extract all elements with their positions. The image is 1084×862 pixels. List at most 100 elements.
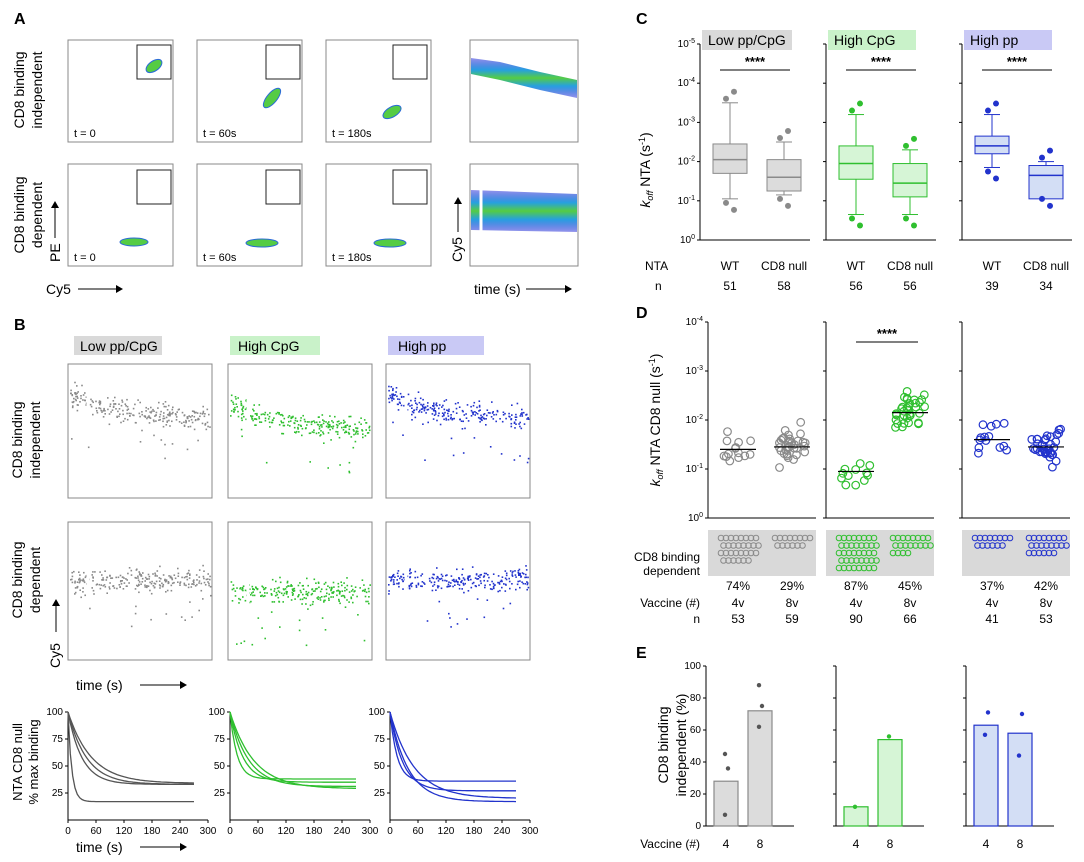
event-dot <box>470 578 472 581</box>
event-dot <box>238 602 240 604</box>
event-dot <box>161 582 163 585</box>
event-dot <box>301 603 303 605</box>
dependent-point <box>892 542 899 549</box>
event-dot <box>240 413 243 416</box>
event-dot <box>78 577 81 580</box>
a-time-label: t = 60s <box>203 252 237 264</box>
event-dot <box>96 410 98 412</box>
event-dot <box>108 586 111 588</box>
event-dot <box>443 414 445 417</box>
event-dot <box>514 416 517 418</box>
event-dot <box>152 585 155 587</box>
event-dot <box>269 426 271 428</box>
event-dot <box>338 600 340 602</box>
b-group-header-2: High CpG <box>230 336 320 355</box>
event-dot <box>476 598 479 600</box>
event-dot <box>166 589 169 592</box>
event-dot <box>474 585 477 587</box>
event-dot <box>393 394 395 397</box>
event-dot <box>408 587 411 590</box>
event-dot <box>336 431 339 433</box>
event-dot <box>138 583 140 586</box>
dependent-point <box>924 534 932 542</box>
x-tick-label: 120 <box>438 826 455 837</box>
dependent-point <box>855 564 863 572</box>
event-dot <box>298 431 300 433</box>
replicate-point <box>852 804 858 809</box>
event-dot <box>158 401 160 404</box>
group-bg <box>702 30 792 50</box>
event-dot <box>268 415 271 418</box>
event-dot <box>287 416 290 419</box>
event-dot <box>175 419 178 421</box>
e-ylabel-1: CD8 binding <box>655 706 671 783</box>
event-dot <box>129 415 131 417</box>
event-dot <box>76 404 79 406</box>
event-dot <box>164 580 167 583</box>
event-dot <box>292 590 295 592</box>
dependent-point <box>914 534 922 542</box>
plot-frame <box>469 163 579 267</box>
event-dot <box>139 415 141 418</box>
dependent-point <box>899 549 907 557</box>
b-group-header-3: High pp <box>388 336 484 355</box>
event-dot <box>317 582 320 584</box>
event-dot <box>471 566 474 568</box>
event-dot <box>193 415 196 418</box>
event-dot <box>237 415 240 418</box>
event-dot <box>360 417 362 419</box>
dependent-point <box>909 534 917 542</box>
event-dot <box>282 588 285 590</box>
event-dot <box>441 415 444 418</box>
event-dot <box>486 414 488 417</box>
event-dot <box>323 583 326 585</box>
event-dot <box>430 581 433 584</box>
event-dot <box>130 569 133 572</box>
event-dot <box>410 572 412 574</box>
dependent-point <box>870 534 878 542</box>
event-dot <box>263 413 266 416</box>
event-dot <box>251 643 254 646</box>
event-dot <box>282 414 284 417</box>
event-dot <box>292 589 294 591</box>
event-dot <box>271 419 274 421</box>
dependent-point <box>889 549 897 557</box>
decay-curve <box>229 711 356 783</box>
event-dot <box>521 408 523 411</box>
event-dot <box>337 582 340 585</box>
dependent-box <box>962 530 1070 576</box>
event-dot <box>168 575 170 577</box>
event-dot <box>523 423 526 425</box>
event-dot <box>417 582 420 585</box>
dependent-point <box>1060 534 1068 542</box>
event-dot <box>515 413 517 416</box>
event-dot <box>418 411 420 413</box>
dependent-point <box>858 557 865 564</box>
event-dot <box>500 453 503 455</box>
b-row2-label-2: dependent <box>27 547 43 613</box>
percentage-label: 42% <box>1034 579 1058 593</box>
arrow-head <box>565 285 572 293</box>
y-tick-label: 100 <box>368 707 385 718</box>
dependent-point <box>784 542 791 549</box>
dependent-point <box>774 542 781 549</box>
event-dot <box>314 421 316 424</box>
event-dot <box>274 594 277 597</box>
event-dot <box>361 430 364 432</box>
event-dot <box>501 576 504 578</box>
panel-label-d: D <box>636 305 648 322</box>
event-dot <box>368 596 370 598</box>
dependent-point <box>848 542 855 549</box>
dependent-point <box>1028 542 1035 549</box>
event-dot <box>526 413 528 416</box>
event-dot <box>462 452 465 454</box>
event-dot <box>308 432 311 435</box>
event-dot <box>432 418 435 420</box>
panel-a: A CD8 binding independent CD8 binding de… <box>11 11 579 297</box>
a-y-axis-label: PE <box>47 243 63 262</box>
dependent-point <box>1006 534 1014 542</box>
event-dot <box>253 404 255 406</box>
event-dot <box>267 418 270 420</box>
event-dot <box>402 396 405 398</box>
event-dot <box>369 584 371 586</box>
